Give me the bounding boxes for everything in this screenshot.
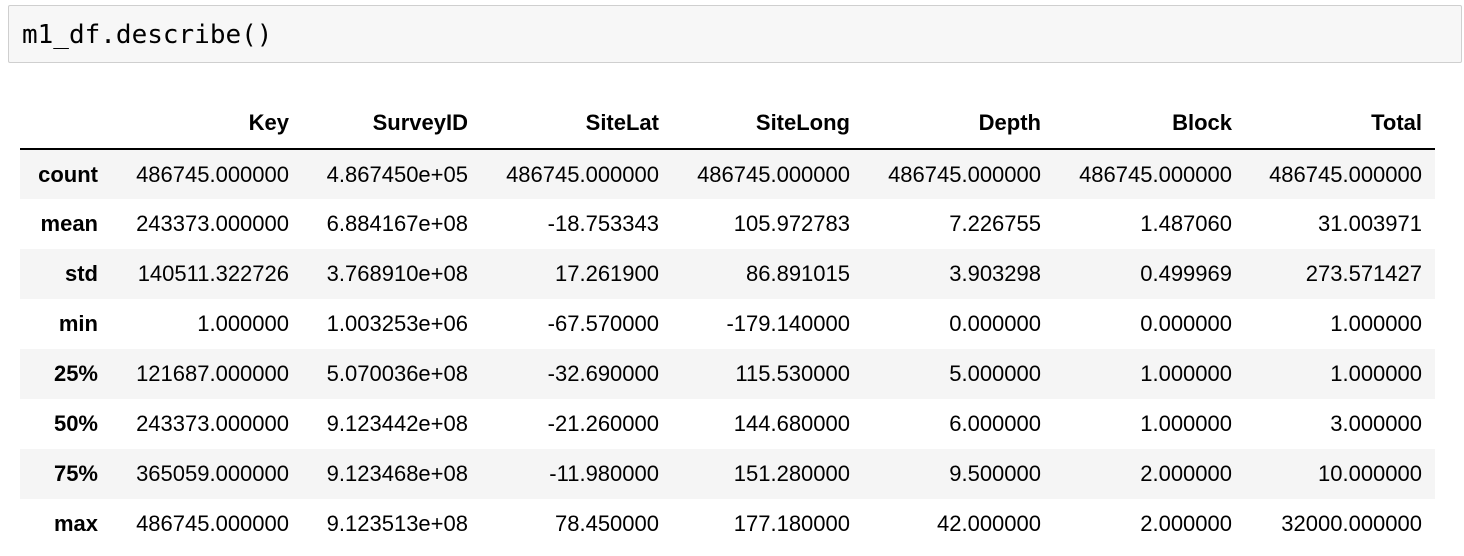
table-header: Key SurveyID SiteLat SiteLong Depth Block Tota… <box>20 98 1435 150</box>
table-cell: 7.226755 <box>949 211 1041 236</box>
table-cell: -179.140000 <box>726 311 850 336</box>
table-cell: 78.450000 <box>555 511 659 536</box>
column-header-depth: Depth <box>863 98 1054 150</box>
row-index-label: 25% <box>53 361 98 386</box>
table-cell: 365059.000000 <box>136 461 289 486</box>
row-index-label: max <box>53 511 98 536</box>
table-cell: 1.003253e+06 <box>326 311 468 336</box>
table-cell: 32000.000000 <box>1281 511 1422 536</box>
table-row: max 486745.000000 9.123513e+08 78.450000 177… <box>20 499 1435 549</box>
table-cell: 144.680000 <box>733 411 850 436</box>
column-header-sitelong: SiteLong <box>672 98 863 150</box>
table-cell: -67.570000 <box>547 311 659 336</box>
table-cell: 3.000000 <box>1330 411 1422 436</box>
table-cell: 1.000000 <box>1140 361 1232 386</box>
table-cell: 140511.322726 <box>137 261 289 286</box>
table-cell: 486745.000000 <box>136 511 289 536</box>
code-input-cell[interactable]: m1_df.describe() <box>8 5 1462 63</box>
table-cell: 2.000000 <box>1140 461 1232 486</box>
dataframe-output-table: Key SurveyID SiteLat SiteLong Depth Block Tota… <box>20 98 1435 549</box>
table-cell: 9.500000 <box>949 461 1041 486</box>
index-header-blank <box>20 98 111 150</box>
table-cell: 105.972783 <box>733 211 850 236</box>
table-cell: 10.000000 <box>1318 461 1422 486</box>
row-index-label: mean <box>40 211 98 236</box>
table-cell: 243373.000000 <box>136 411 289 436</box>
table-cell: 273.571427 <box>1305 261 1422 286</box>
table-cell: 3.903298 <box>949 261 1041 286</box>
column-header-sitelat: SiteLat <box>481 98 672 150</box>
table-cell: 1.487060 <box>1140 211 1232 236</box>
table-cell: 31.003971 <box>1318 211 1422 236</box>
table-cell: 1.000000 <box>1140 411 1232 436</box>
table-row: count 486745.000000 4.867450e+05 486745.000… <box>20 149 1435 199</box>
table-cell: 115.530000 <box>735 361 850 386</box>
table-cell: 177.180000 <box>733 511 850 536</box>
table-cell: 6.000000 <box>949 411 1041 436</box>
table-row: 75% 365059.000000 9.123468e+08 -11.980000 15… <box>20 449 1435 499</box>
table-row: 50% 243373.000000 9.123442e+08 -21.260000 14… <box>20 399 1435 449</box>
table-cell: 5.000000 <box>949 361 1041 386</box>
table-cell: 151.280000 <box>733 461 850 486</box>
table-cell: 9.123442e+08 <box>326 411 468 436</box>
table-cell: -18.753343 <box>547 211 659 236</box>
table-cell: 6.884167e+08 <box>326 211 468 236</box>
table-cell: 17.261900 <box>555 261 659 286</box>
table-cell: 5.070036e+08 <box>326 361 468 386</box>
row-index-label: count <box>38 161 98 187</box>
table-cell: 2.000000 <box>1140 511 1232 536</box>
table-cell: 1.000000 <box>1330 311 1422 336</box>
table-cell: -11.980000 <box>549 461 659 486</box>
table-cell: 86.891015 <box>746 261 850 286</box>
column-header-block: Block <box>1054 98 1245 150</box>
table-cell: 3.768910e+08 <box>326 261 468 286</box>
table-cell: 486745.000000 <box>1269 161 1422 187</box>
row-index-label: std <box>65 261 98 286</box>
table-cell: 42.000000 <box>937 511 1041 536</box>
table-cell: 1.000000 <box>197 311 289 336</box>
table-row: std 140511.322726 3.768910e+08 17.261900 86.… <box>20 249 1435 299</box>
column-header-total: Total <box>1245 98 1435 150</box>
row-index-label: 50% <box>53 411 98 436</box>
column-header-surveyid: SurveyID <box>302 98 481 150</box>
table-row: 25% 121687.000000 5.070036e+08 -32.690000 11… <box>20 349 1435 399</box>
code-text[interactable]: m1_df.describe() <box>22 20 273 50</box>
table-cell: 0.499969 <box>1140 261 1232 286</box>
column-header-key: Key <box>111 98 302 150</box>
table-cell: 486745.000000 <box>697 161 850 187</box>
table-cell: 1.000000 <box>1330 361 1422 386</box>
table-cell: 9.123468e+08 <box>326 461 468 486</box>
table-body: count 486745.000000 4.867450e+05 486745.000… <box>20 149 1435 549</box>
table-cell: 0.000000 <box>949 311 1041 336</box>
table-cell: -32.690000 <box>547 361 659 386</box>
row-index-label: min <box>58 311 98 336</box>
table-cell: 486745.000000 <box>888 161 1041 187</box>
table-row: mean 243373.000000 6.884167e+08 -18.753343 1… <box>20 199 1435 249</box>
row-index-label: 75% <box>53 461 98 486</box>
table-row: min 1.000000 1.003253e+06 -67.570000 -179.14… <box>20 299 1435 349</box>
table-cell: 243373.000000 <box>136 211 289 236</box>
table-cell: 121687.000000 <box>136 361 289 386</box>
header-row: Key SurveyID SiteLat SiteLong Depth Block Tota… <box>20 98 1435 150</box>
table-cell: 9.123513e+08 <box>326 511 468 536</box>
table-cell: 0.000000 <box>1140 311 1232 336</box>
table-cell: 486745.000000 <box>506 161 659 187</box>
table-cell: 4.867450e+05 <box>326 161 468 187</box>
table-cell: -21.260000 <box>547 411 659 436</box>
table-cell: 486745.000000 <box>136 161 289 187</box>
table-cell: 486745.000000 <box>1079 161 1232 187</box>
